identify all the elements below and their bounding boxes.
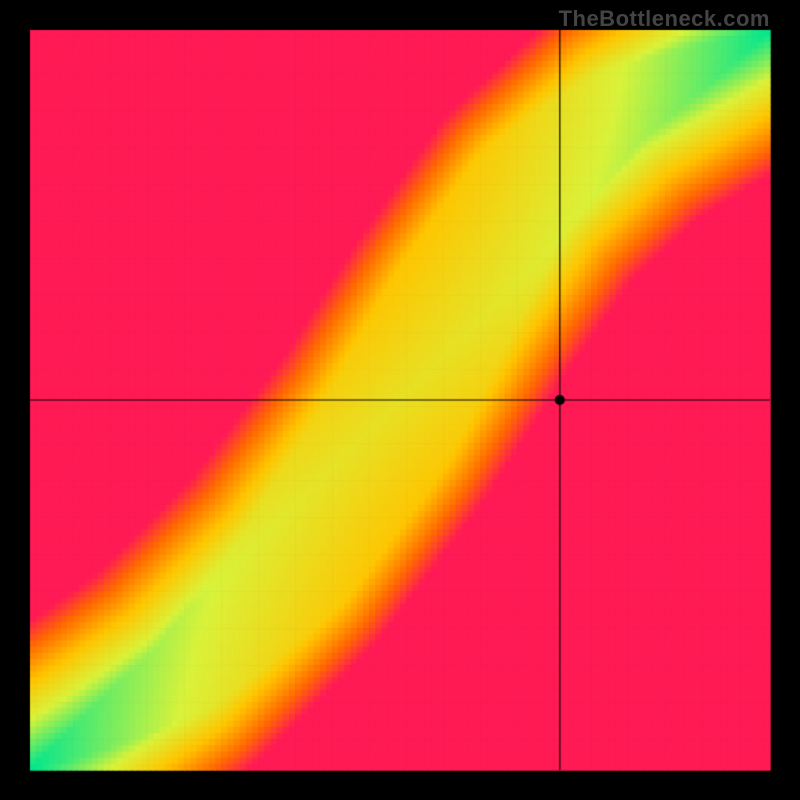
bottleneck-heatmap (0, 0, 800, 800)
watermark-label: TheBottleneck.com (559, 6, 770, 32)
